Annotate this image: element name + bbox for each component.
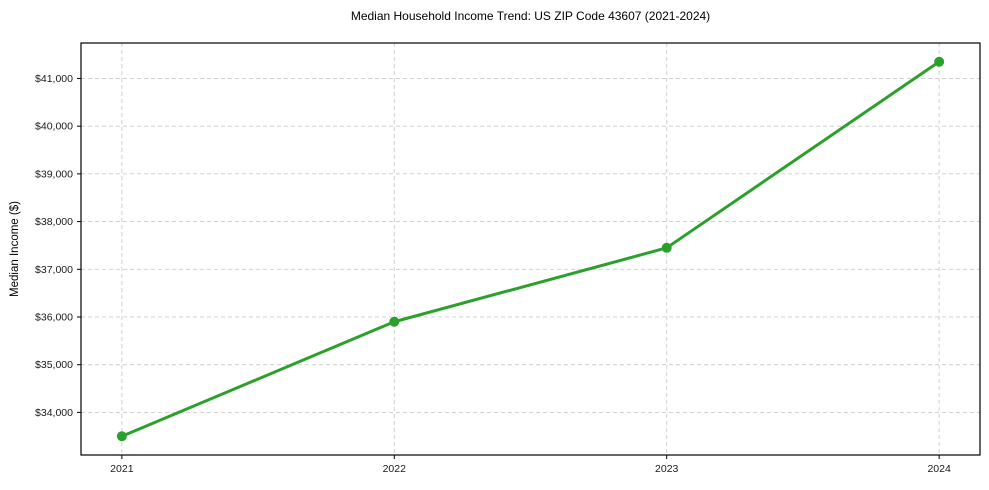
y-tick-label: $37,000 <box>35 264 73 276</box>
y-tick-label: $40,000 <box>35 121 73 133</box>
y-tick-label: $34,000 <box>35 407 73 419</box>
data-point <box>934 56 945 67</box>
x-tick-label: 2022 <box>383 463 407 475</box>
data-line <box>120 60 941 438</box>
data-point <box>661 242 672 253</box>
x-tick-label: 2023 <box>655 463 679 475</box>
y-tick-label: $38,000 <box>35 216 73 228</box>
data-point <box>116 431 127 442</box>
y-tick-label: $36,000 <box>35 311 73 323</box>
x-tick-label: 2024 <box>927 463 951 475</box>
chart-title: Median Household Income Trend: US ZIP Co… <box>350 9 711 23</box>
y-tick-label: $41,000 <box>35 73 73 85</box>
y-tick-label: $39,000 <box>35 168 73 180</box>
plot-border <box>80 42 981 456</box>
x-tick-label: 2021 <box>110 463 134 475</box>
y-tick-label: $35,000 <box>35 359 73 371</box>
data-point <box>389 316 400 327</box>
